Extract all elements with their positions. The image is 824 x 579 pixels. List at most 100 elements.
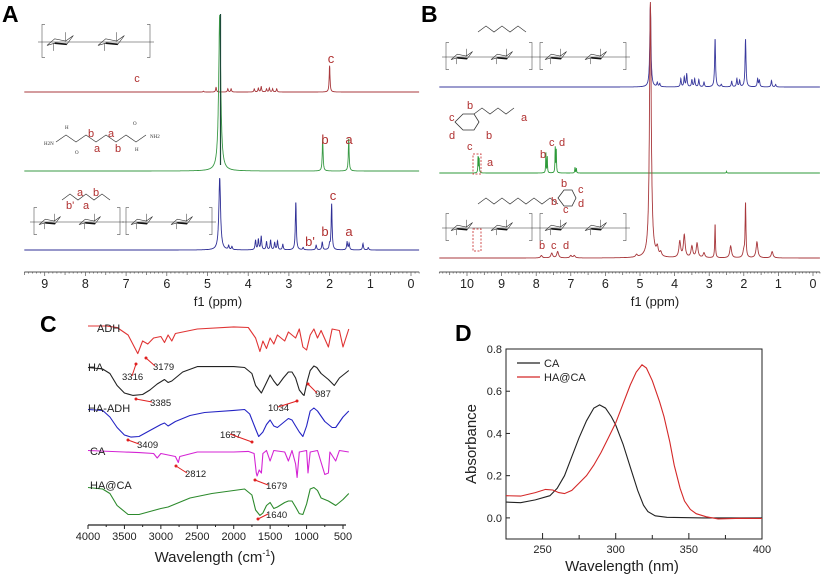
ring-bold-edge: [591, 228, 602, 231]
x-axis-label-a: f1 (ppm): [194, 294, 242, 309]
x-tick-label: 9: [498, 277, 505, 291]
peak-label-c: c: [551, 240, 557, 252]
spectrum-ha: [24, 65, 420, 93]
x-tick-label: 7: [123, 277, 130, 291]
struct-label: b: [486, 130, 492, 142]
peak-label-b-prime: b': [305, 234, 315, 249]
legend-label: HA@CA: [544, 372, 586, 384]
x-tick-label: 500: [334, 531, 352, 543]
bracket-left: [33, 207, 37, 235]
bracket-right: [623, 42, 627, 70]
ir-trace-ha: [87, 365, 350, 396]
peak-label-b: b: [540, 149, 546, 161]
annotation-arrow: [254, 479, 269, 486]
x-axis-label-d: Wavelength (nm): [565, 558, 679, 575]
nmr-spectra-a: [24, 14, 420, 251]
carbon-chain: [61, 193, 111, 201]
carbon-chain: [473, 107, 515, 115]
ring-bold-edge: [551, 57, 562, 60]
bracket-right: [209, 207, 213, 235]
y-axis-label-d: Absorbance: [463, 404, 480, 484]
x-axis-label-b: f1 (ppm): [631, 294, 679, 309]
peak-annotation: 3316: [122, 372, 143, 383]
arrow-head: [126, 438, 130, 442]
bracket-right: [117, 207, 121, 235]
legend-label: CA: [544, 358, 560, 370]
ir-trace-adh: [88, 325, 350, 355]
peak-label-a: a: [345, 224, 353, 239]
arrow-head: [250, 440, 254, 444]
nmr-spectra-b: [439, 1, 820, 259]
peak-label-c: c: [549, 137, 555, 149]
peak-annotation: 3385: [150, 398, 171, 409]
spectrum-ca: [439, 146, 820, 174]
bracket-left: [125, 207, 129, 235]
annotation-arrow: [307, 383, 318, 394]
axes-d: 0.0 0.2 0.4 0.6 0.8 250 300 350 400: [487, 344, 771, 556]
ring-bold-edge: [54, 42, 67, 46]
ring-bold-edge: [457, 57, 468, 60]
bracket-right: [147, 24, 151, 58]
x-tick-label: 3: [285, 277, 292, 291]
ring-bold-edge: [497, 228, 508, 231]
arrow-head: [295, 399, 299, 403]
x-tick-label: 250: [533, 544, 551, 556]
struct-label: b: [115, 143, 121, 155]
x-tick-label: 7: [567, 277, 574, 291]
x-axis-b: 10 9 8 7 6 5 4 3 2 1 0: [438, 271, 821, 291]
x-tick-label: 2: [740, 277, 747, 291]
x-tick-label: 3000: [149, 531, 173, 543]
ring-bold-edge: [137, 222, 148, 225]
panel-label-a: A: [2, 1, 19, 27]
bracket-left: [41, 24, 45, 58]
struct-label: c: [578, 184, 584, 196]
x-tick-label: 4: [671, 277, 678, 291]
trace-label: HA@CA: [90, 480, 132, 492]
spectrum-ha-adh: [24, 177, 420, 251]
plot-frame: [505, 348, 763, 540]
x-tick-label: 4: [245, 277, 252, 291]
struct-label: d: [578, 198, 584, 210]
struct-label: a: [83, 200, 90, 212]
x-axis-c: 4000 3500 3000 2500 2000 1500 1000 500: [76, 524, 352, 543]
bracket-right: [529, 213, 533, 241]
peak-label-b: b: [321, 132, 328, 147]
y-tick-label: 0.8: [487, 344, 502, 356]
annotation-arrow: [175, 465, 188, 474]
highlight-box: [472, 153, 482, 175]
struct-label: c: [467, 141, 473, 153]
chemical-structures-a: [30, 24, 216, 235]
ir-trace-ca: [87, 449, 349, 479]
nmr-panel-b: 10 9 8 7 6 5 4 3 2 1 0 f1 (ppm) b c d b c a a b c …: [438, 1, 821, 309]
bracket-right: [623, 213, 627, 241]
struct-label: b: [551, 196, 557, 208]
panel-label-b: B: [421, 1, 438, 27]
struct-label: b: [93, 187, 99, 199]
peak-label-c: c: [328, 51, 335, 66]
struct-label: c: [563, 204, 569, 216]
bracket-right: [529, 42, 533, 70]
x-tick-label: 5: [637, 277, 644, 291]
x-tick-label: 6: [602, 277, 609, 291]
peak-annotation: 1640: [266, 510, 287, 521]
uv-spectra: [505, 364, 763, 520]
struct-label: d: [449, 130, 455, 142]
annotation-arrow: [229, 433, 253, 443]
trace-labels-c: ADH HA HA-ADH CA HA@CA: [88, 323, 132, 492]
peak-annotation: 3409: [137, 440, 158, 451]
x-axis-a: 9 8 7 6 5 4 3 2 1 0: [24, 271, 420, 291]
struct-label: a: [521, 112, 528, 124]
uv-panel-d: 0.0 0.2 0.4 0.6 0.8 250 300 350 400 CA HA@CA Wave…: [463, 344, 771, 575]
atom-label: O: [75, 151, 79, 156]
x-tick-label: 9: [41, 277, 48, 291]
struct-label: b: [88, 128, 94, 140]
ring-bold-edge: [551, 228, 562, 231]
panel-label-c: C: [40, 311, 57, 337]
carbon-chain: [477, 25, 527, 33]
annotation-arrow: [257, 513, 269, 520]
x-tick-label: 2500: [185, 531, 209, 543]
atom-label: H: [65, 126, 69, 131]
bracket-left: [539, 213, 543, 241]
y-tick-label: 0.6: [487, 386, 502, 398]
peak-label-d: d: [563, 240, 569, 252]
